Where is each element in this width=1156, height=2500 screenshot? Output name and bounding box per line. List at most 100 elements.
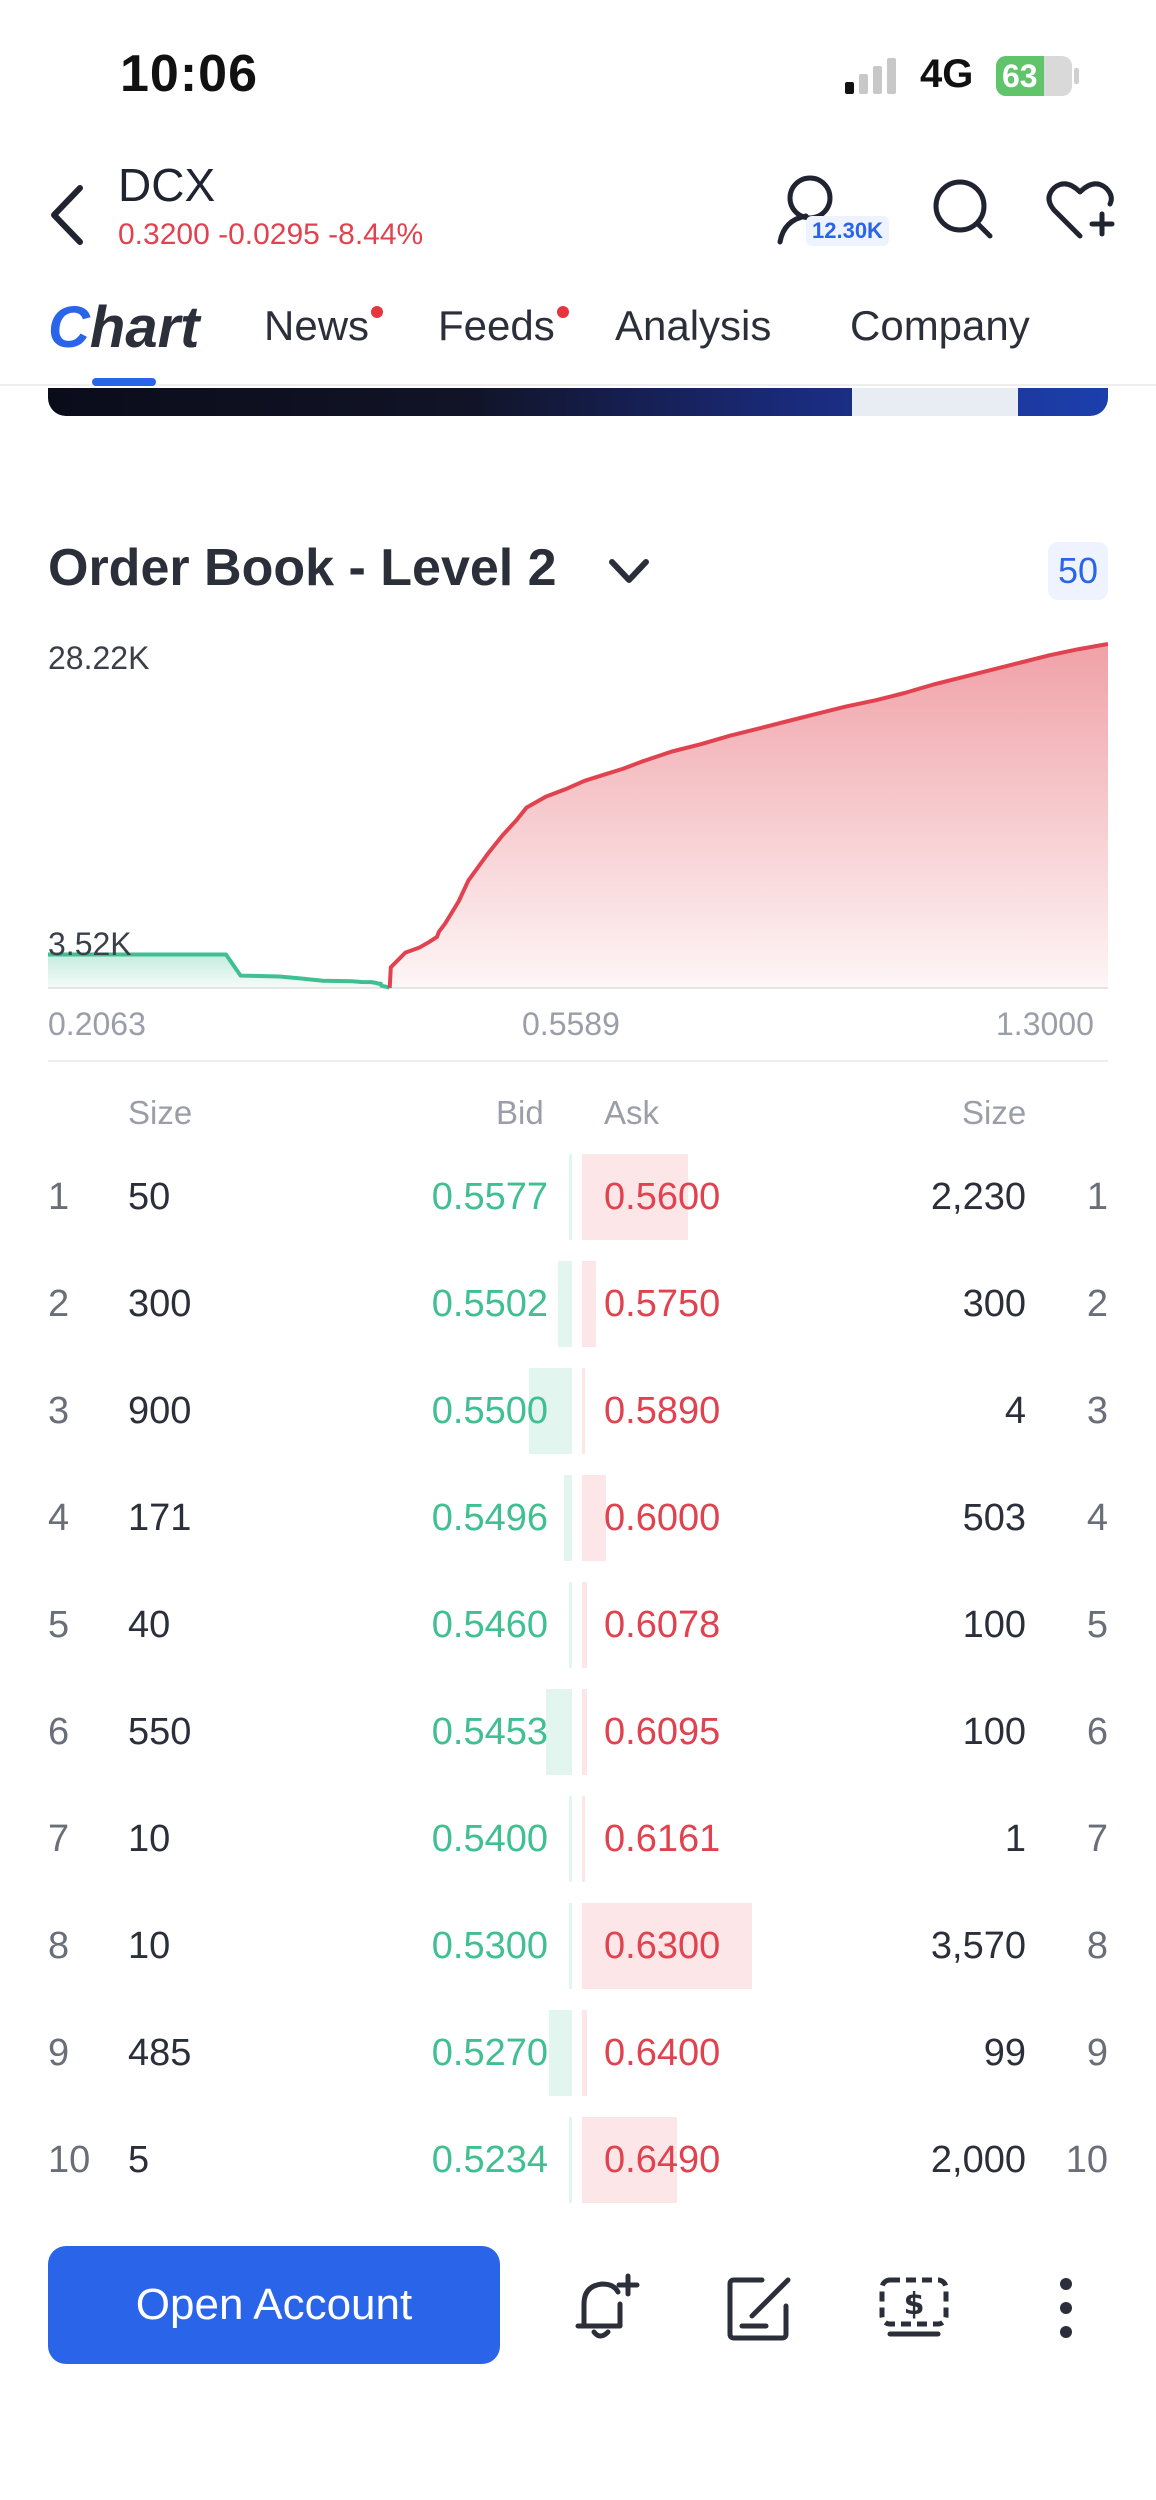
tab-feeds[interactable]: Feeds	[438, 302, 569, 350]
bid-level: 4	[48, 1497, 70, 1539]
order-book-row[interactable]: 10 5 0.5234 0.6490 2,000 10	[0, 2107, 1156, 2213]
ask-volume-bar	[582, 1475, 606, 1561]
svg-text:$: $	[904, 2287, 925, 2322]
ask-price: 0.5890	[604, 1390, 721, 1432]
bid-level: 3	[48, 1390, 70, 1432]
bid-price: 0.5453	[431, 1711, 548, 1753]
ask-level: 2	[1086, 1283, 1108, 1325]
order-book-title[interactable]: Order Book - Level 2	[48, 539, 557, 597]
tab-analysis-label: Analysis	[615, 302, 772, 349]
chevron-down-icon[interactable]	[606, 552, 652, 592]
tab-chart-rest: hart	[89, 295, 200, 360]
ask-level: 6	[1086, 1711, 1108, 1753]
follower-count: 12.30K	[806, 216, 889, 246]
bid-size: 300	[128, 1283, 192, 1325]
bid-price: 0.5300	[431, 1925, 548, 1967]
order-book-row[interactable]: 3 900 0.5500 0.5890 4 3	[0, 1358, 1156, 1464]
trade-dollar-icon[interactable]: $	[876, 2270, 952, 2346]
tab-company-label: Company	[850, 302, 1030, 349]
bid-level: 9	[48, 2032, 70, 2074]
tab-feeds-label: Feeds	[438, 302, 555, 349]
bid-price: 0.5577	[431, 1176, 548, 1218]
bid-size: 550	[128, 1711, 192, 1753]
heart-add-icon[interactable]	[1040, 170, 1120, 250]
ask-size: 100	[962, 1604, 1026, 1646]
order-book-row[interactable]: 6 550 0.5453 0.6095 100 6	[0, 1679, 1156, 1785]
battery-icon: 63	[996, 56, 1072, 96]
bid-volume-bar	[564, 1475, 572, 1561]
ask-volume-bar	[582, 1689, 587, 1775]
order-book-row[interactable]: 7 10 0.5400 0.6161 1 7	[0, 1786, 1156, 1892]
order-book-row[interactable]: 8 10 0.5300 0.6300 3,570 8	[0, 1893, 1156, 1999]
news-banner[interactable]	[48, 388, 1108, 416]
ask-level: 1	[1086, 1176, 1108, 1218]
tab-company[interactable]: Company	[850, 302, 1030, 350]
bid-size: 171	[128, 1497, 192, 1539]
status-time: 10:06	[120, 45, 258, 103]
ask-price: 0.6000	[604, 1497, 721, 1539]
ask-level: 9	[1086, 2032, 1108, 2074]
status-bar: 10:06 4G 63	[0, 0, 1156, 150]
bid-price: 0.5502	[431, 1283, 548, 1325]
order-book-row[interactable]: 4 171 0.5496 0.6000 503 4	[0, 1465, 1156, 1571]
ask-depth-line	[387, 642, 1108, 989]
order-book-row[interactable]: 2 300 0.5502 0.5750 300 2	[0, 1251, 1156, 1357]
ask-volume-bar	[582, 1154, 688, 1240]
bid-volume-bar	[569, 1582, 572, 1668]
ask-level: 4	[1086, 1497, 1108, 1539]
ask-price: 0.6161	[604, 1818, 721, 1860]
order-book-row[interactable]: 5 40 0.5460 0.6078 100 5	[0, 1572, 1156, 1678]
col-ask: Ask	[604, 1094, 660, 1131]
ask-size: 2,000	[930, 2139, 1026, 2181]
bid-volume-bar	[549, 2010, 572, 2096]
y-label-max: 28.22K	[48, 640, 150, 676]
tab-news-badge	[371, 306, 384, 318]
ask-price: 0.5600	[604, 1176, 721, 1218]
ask-size: 503	[962, 1497, 1026, 1539]
ticker-symbol: DCX	[118, 159, 216, 211]
back-chevron-icon[interactable]	[40, 170, 100, 260]
ask-level: 3	[1086, 1390, 1108, 1432]
search-icon[interactable]	[922, 170, 1002, 250]
bid-level: 8	[48, 1925, 70, 1967]
ask-volume-bar	[582, 1903, 752, 1989]
ask-level: 10	[1065, 2139, 1108, 2181]
ask-depth-area	[389, 644, 1108, 988]
quote-header: DCX 0.3200 -0.0295 -8.44% 12.30K	[0, 150, 1156, 280]
tab-analysis[interactable]: Analysis	[615, 302, 771, 350]
open-account-button[interactable]: Open Account	[48, 2246, 500, 2364]
order-book-row[interactable]: 1 50 0.5577 0.5600 2,230 1	[0, 1144, 1156, 1250]
edit-note-icon[interactable]	[722, 2270, 798, 2346]
depth-selector[interactable]: 50	[1048, 542, 1108, 600]
ask-size: 100	[962, 1711, 1026, 1753]
bid-depth-line	[48, 952, 391, 990]
bid-level: 6	[48, 1711, 70, 1753]
price-change: 0.3200 -0.0295 -8.44%	[118, 218, 424, 251]
tab-news[interactable]: News	[264, 302, 384, 350]
ask-volume-bar	[582, 1368, 585, 1454]
bid-volume-bar	[569, 1903, 572, 1989]
ask-price: 0.6400	[604, 2032, 721, 2074]
tab-chart-initial: C	[48, 295, 90, 360]
bid-price: 0.5500	[431, 1390, 548, 1432]
bid-volume-bar	[529, 1368, 572, 1454]
ask-size: 3,570	[930, 1925, 1026, 1967]
ask-volume-bar	[582, 2010, 587, 2096]
bid-level: 2	[48, 1283, 70, 1325]
tab-chart[interactable]: Chart	[48, 294, 199, 361]
ask-price: 0.6300	[604, 1925, 721, 1967]
bid-volume-bar	[569, 1154, 572, 1240]
bid-volume-bar	[558, 1261, 572, 1347]
order-book-row[interactable]: 9 485 0.5270 0.6400 99 9	[0, 2000, 1156, 2106]
x-label-mid: 0.5589	[522, 1006, 620, 1042]
add-alert-icon[interactable]	[568, 2270, 644, 2346]
ask-level: 8	[1086, 1925, 1108, 1967]
banner-thumbnail	[852, 388, 1018, 416]
bid-price: 0.5234	[431, 2139, 548, 2181]
tab-active-indicator	[92, 378, 156, 386]
more-vertical-icon[interactable]	[1028, 2270, 1104, 2346]
ask-size: 4	[1004, 1390, 1026, 1432]
battery-fill	[996, 56, 1044, 96]
ask-size: 99	[983, 2032, 1026, 2074]
ask-volume-bar	[582, 1261, 596, 1347]
